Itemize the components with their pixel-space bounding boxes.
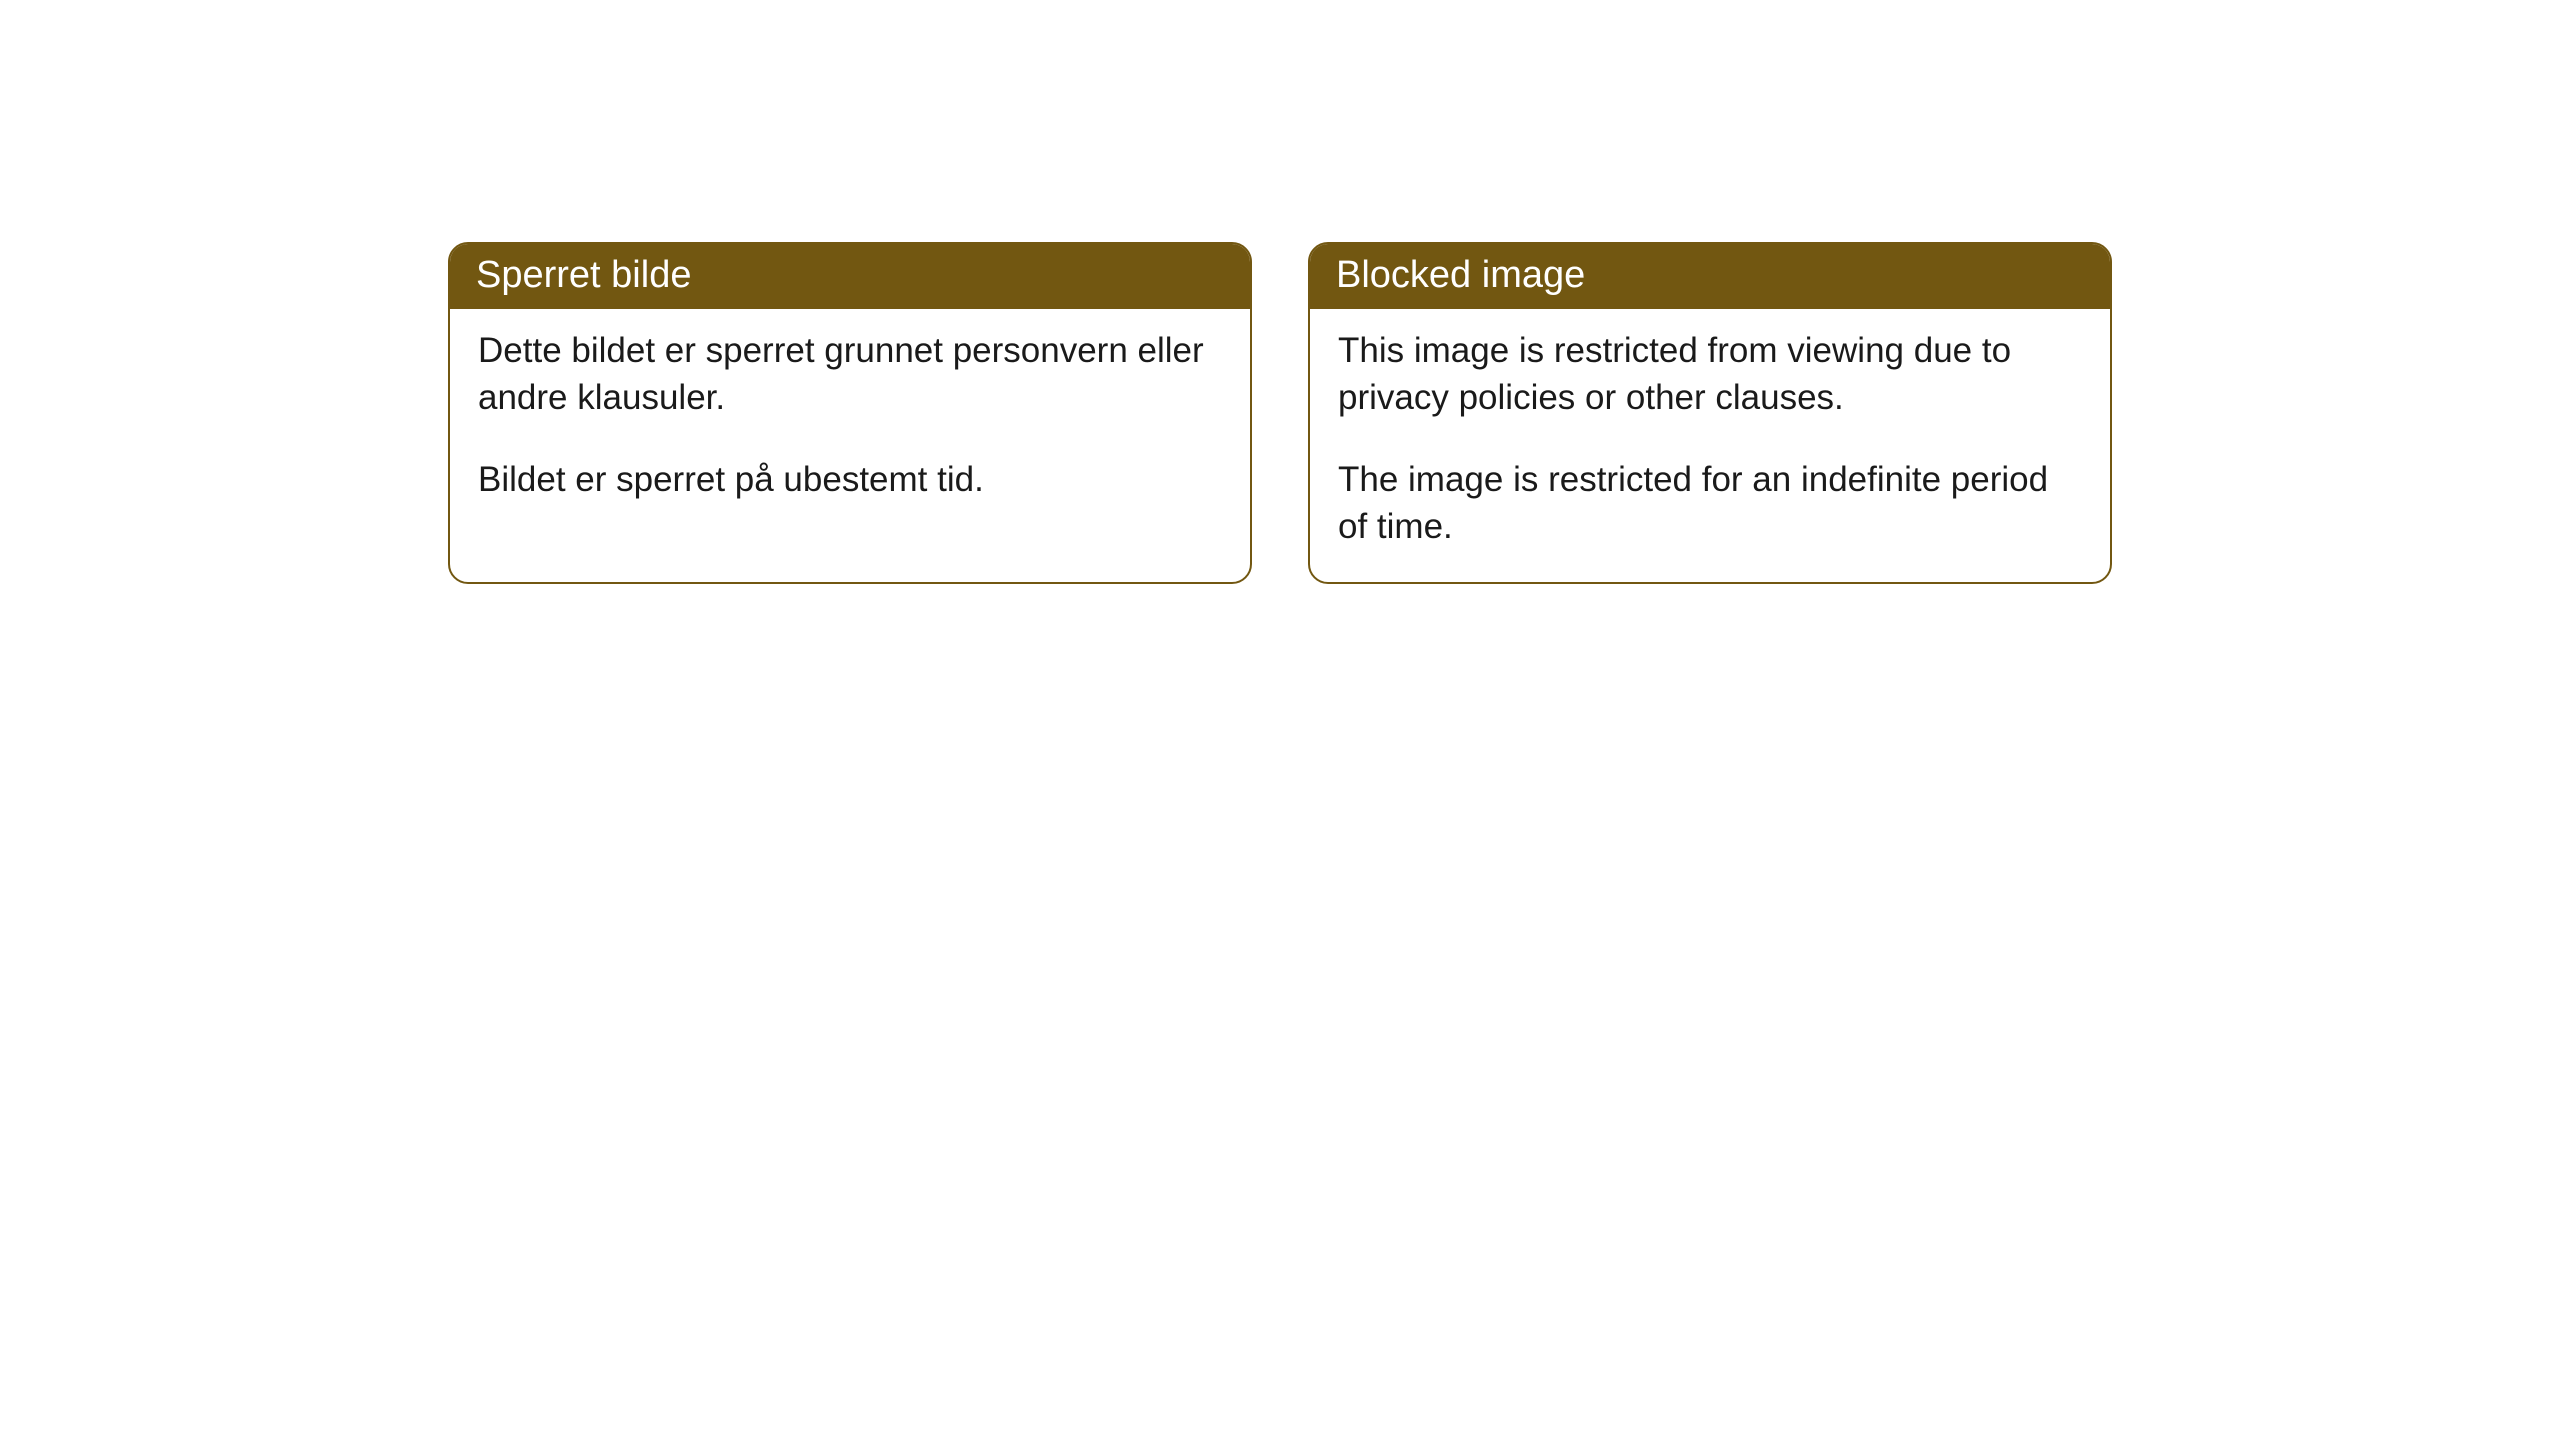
notice-title: Blocked image — [1310, 244, 2110, 309]
notice-paragraph: The image is restricted for an indefinit… — [1338, 456, 2082, 551]
notice-body: This image is restricted from viewing du… — [1310, 309, 2110, 582]
notice-title: Sperret bilde — [450, 244, 1250, 309]
notice-body: Dette bildet er sperret grunnet personve… — [450, 309, 1250, 535]
notice-card-norwegian: Sperret bilde Dette bildet er sperret gr… — [448, 242, 1252, 584]
notice-paragraph: Bildet er sperret på ubestemt tid. — [478, 456, 1222, 503]
notice-paragraph: This image is restricted from viewing du… — [1338, 327, 2082, 422]
notice-paragraph: Dette bildet er sperret grunnet personve… — [478, 327, 1222, 422]
notice-card-english: Blocked image This image is restricted f… — [1308, 242, 2112, 584]
notice-container: Sperret bilde Dette bildet er sperret gr… — [0, 0, 2560, 584]
